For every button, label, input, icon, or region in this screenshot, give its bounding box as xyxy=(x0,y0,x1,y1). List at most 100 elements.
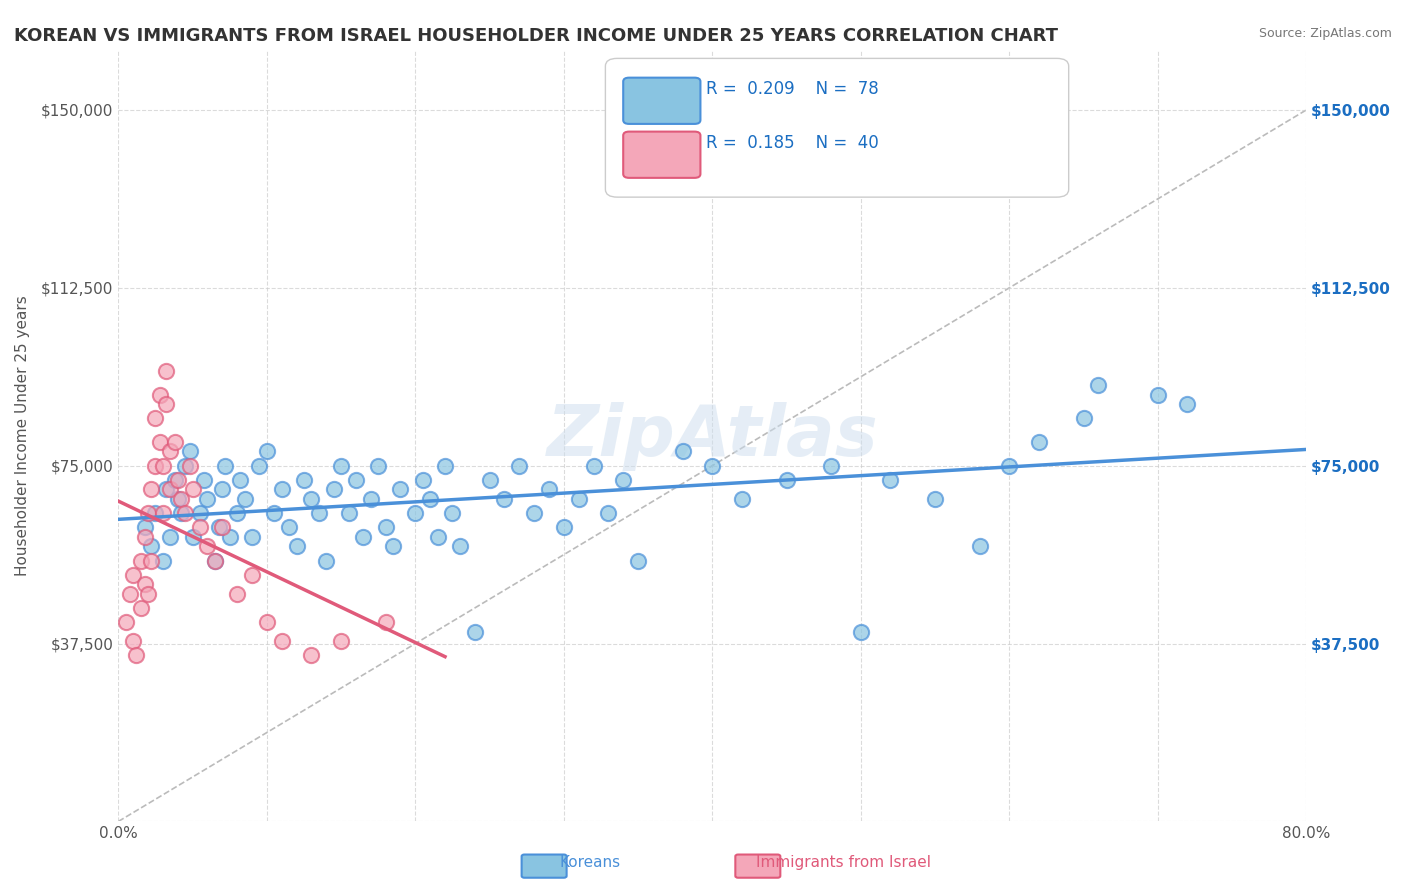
Koreans xyxy=(308,506,330,520)
Koreans xyxy=(249,458,271,473)
Immigrants from Israel xyxy=(211,520,233,534)
Koreans xyxy=(671,444,693,458)
Immigrants from Israel xyxy=(163,435,186,450)
Koreans xyxy=(155,483,177,497)
Koreans xyxy=(464,624,486,639)
Koreans xyxy=(188,506,211,520)
Koreans xyxy=(389,483,412,497)
Koreans xyxy=(208,520,231,534)
Koreans xyxy=(330,458,353,473)
Immigrants from Israel xyxy=(188,520,211,534)
Koreans xyxy=(419,491,441,506)
Koreans xyxy=(998,458,1021,473)
Immigrants from Israel xyxy=(240,567,263,582)
Koreans xyxy=(179,444,201,458)
Immigrants from Israel xyxy=(159,444,181,458)
Y-axis label: Householder Income Under 25 years: Householder Income Under 25 years xyxy=(15,295,30,576)
Immigrants from Israel xyxy=(134,577,156,591)
Koreans xyxy=(139,540,162,554)
Koreans xyxy=(163,473,186,487)
Koreans xyxy=(924,491,946,506)
Immigrants from Israel xyxy=(145,411,167,425)
Immigrants from Israel xyxy=(226,587,249,601)
Immigrants from Israel xyxy=(125,648,148,663)
Koreans xyxy=(193,473,215,487)
Immigrants from Israel xyxy=(374,615,396,630)
Koreans xyxy=(263,506,285,520)
Koreans xyxy=(494,491,516,506)
Immigrants from Israel xyxy=(122,634,145,648)
FancyBboxPatch shape xyxy=(623,78,700,124)
Koreans xyxy=(352,530,374,544)
Koreans xyxy=(1073,411,1095,425)
Immigrants from Israel xyxy=(197,540,219,554)
Immigrants from Israel xyxy=(155,364,177,378)
Text: ZipAtlas: ZipAtlas xyxy=(547,401,879,471)
Koreans xyxy=(1177,397,1199,411)
Koreans xyxy=(849,624,872,639)
Text: R =  0.185    N =  40: R = 0.185 N = 40 xyxy=(706,134,879,153)
Koreans xyxy=(598,506,620,520)
Immigrants from Israel xyxy=(129,601,152,615)
Koreans xyxy=(278,520,301,534)
Immigrants from Israel xyxy=(136,587,159,601)
Immigrants from Israel xyxy=(149,435,172,450)
Text: Source: ZipAtlas.com: Source: ZipAtlas.com xyxy=(1258,27,1392,40)
Immigrants from Israel xyxy=(129,553,152,567)
Koreans xyxy=(211,483,233,497)
Koreans xyxy=(170,506,193,520)
Koreans xyxy=(426,530,449,544)
Koreans xyxy=(553,520,575,534)
Koreans xyxy=(508,458,530,473)
Koreans xyxy=(159,530,181,544)
Koreans xyxy=(612,473,634,487)
Koreans xyxy=(152,553,174,567)
Immigrants from Israel xyxy=(174,506,197,520)
Immigrants from Israel xyxy=(270,634,292,648)
Koreans xyxy=(404,506,426,520)
Koreans xyxy=(702,458,724,473)
Koreans xyxy=(197,491,219,506)
Koreans xyxy=(322,483,344,497)
Koreans xyxy=(568,491,591,506)
Immigrants from Israel xyxy=(114,615,136,630)
Koreans xyxy=(270,483,292,497)
Koreans xyxy=(181,530,204,544)
Koreans xyxy=(218,530,240,544)
Koreans xyxy=(226,506,249,520)
Koreans xyxy=(449,540,471,554)
Immigrants from Israel xyxy=(330,634,353,648)
Koreans xyxy=(374,520,396,534)
Koreans xyxy=(582,458,605,473)
Immigrants from Israel xyxy=(179,458,201,473)
Immigrants from Israel xyxy=(170,491,193,506)
Koreans xyxy=(233,491,256,506)
Immigrants from Israel xyxy=(299,648,322,663)
Koreans xyxy=(145,506,167,520)
Immigrants from Israel xyxy=(152,506,174,520)
Immigrants from Israel xyxy=(155,397,177,411)
Koreans xyxy=(820,458,842,473)
Immigrants from Israel xyxy=(166,473,188,487)
Koreans xyxy=(731,491,754,506)
Koreans xyxy=(214,458,236,473)
Koreans xyxy=(360,491,382,506)
Koreans xyxy=(256,444,278,458)
Koreans xyxy=(775,473,797,487)
Koreans xyxy=(1028,435,1050,450)
Koreans xyxy=(344,473,367,487)
Koreans xyxy=(1087,378,1109,392)
Koreans xyxy=(434,458,457,473)
Text: Koreans: Koreans xyxy=(560,855,621,870)
Text: Immigrants from Israel: Immigrants from Israel xyxy=(756,855,931,870)
Immigrants from Israel xyxy=(139,553,162,567)
Immigrants from Israel xyxy=(256,615,278,630)
Koreans xyxy=(292,473,315,487)
FancyBboxPatch shape xyxy=(606,58,1069,197)
Koreans xyxy=(441,506,464,520)
Immigrants from Israel xyxy=(145,458,167,473)
FancyBboxPatch shape xyxy=(522,855,567,878)
Immigrants from Israel xyxy=(136,506,159,520)
Koreans xyxy=(478,473,501,487)
Immigrants from Israel xyxy=(159,483,181,497)
